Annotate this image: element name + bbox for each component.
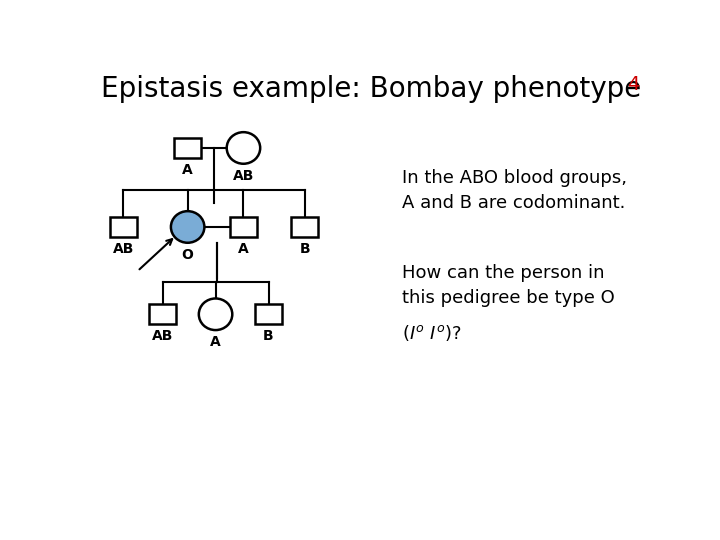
Bar <box>255 305 282 324</box>
Text: How can the person in
this pedigree be type O: How can the person in this pedigree be t… <box>402 265 615 307</box>
Text: B: B <box>264 329 274 343</box>
Text: In the ABO blood groups,
A and B are codominant.: In the ABO blood groups, A and B are cod… <box>402 168 628 212</box>
Text: AB: AB <box>113 242 134 256</box>
Ellipse shape <box>227 132 260 164</box>
Bar <box>149 305 176 324</box>
Text: Epistasis example: Bombay phenotype: Epistasis example: Bombay phenotype <box>101 75 642 103</box>
Bar <box>292 217 318 237</box>
Text: AB: AB <box>152 329 174 343</box>
Bar <box>110 217 137 237</box>
Text: A: A <box>210 335 221 349</box>
Text: B: B <box>300 242 310 256</box>
Text: A: A <box>238 242 249 256</box>
Text: 4: 4 <box>627 75 639 94</box>
Text: A: A <box>182 163 193 177</box>
Bar <box>174 138 201 158</box>
Ellipse shape <box>171 211 204 243</box>
Bar <box>230 217 257 237</box>
Ellipse shape <box>199 299 233 330</box>
Text: AB: AB <box>233 168 254 183</box>
Text: ($\mathit{I}^{o}$ $\mathit{I}^{o}$)?: ($\mathit{I}^{o}$ $\mathit{I}^{o}$)? <box>402 322 462 342</box>
Text: O: O <box>181 248 194 262</box>
